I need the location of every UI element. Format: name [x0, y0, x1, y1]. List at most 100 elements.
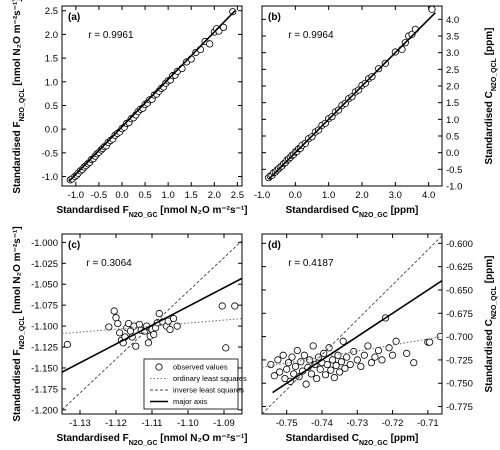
data-point	[332, 361, 340, 370]
data-point	[144, 339, 152, 347]
x-tick-label: 1.0	[162, 190, 175, 201]
x-axis-label-suffix: [ppm]	[388, 205, 419, 216]
legend-label: major axis	[173, 397, 207, 406]
panel-a: -1.0 -0.5 0.0 0.5 1.0 1.5 2.0 2.5 -1.0 -0.5 0.0 0.5…	[12, 0, 248, 219]
y-tick-label: -0.600	[446, 239, 473, 250]
data-point	[155, 309, 163, 318]
x-axis-label: Standardised CN2O_GC [ppm]	[286, 433, 419, 447]
data-point	[428, 6, 436, 13]
x-tick-label: -0.73	[346, 418, 368, 429]
data-point	[300, 351, 308, 359]
x-axis-label: Standardised CN2O_GC [ppm]	[286, 205, 419, 219]
data-point	[283, 365, 291, 373]
x-tick-label: -1.0	[68, 190, 84, 201]
x-axis-label: Standardised FN2O_GC [nmol N₂O m⁻²s⁻¹]	[56, 433, 247, 447]
x-tick-label: -0.74	[311, 418, 333, 429]
legend-marker	[155, 363, 163, 371]
data-point	[173, 322, 181, 330]
x-tick-label: -1.12	[105, 418, 127, 429]
data-point	[436, 332, 442, 341]
data-point	[297, 358, 305, 366]
x-axis-label-subscript: N2O_GC	[359, 212, 388, 219]
panel-letter: (b)	[268, 12, 281, 23]
data-point	[408, 30, 416, 38]
data-point	[330, 374, 338, 382]
data-point	[114, 319, 122, 328]
data-point	[306, 356, 314, 364]
data-point	[321, 371, 330, 379]
data-point	[403, 349, 411, 357]
fit-lines	[68, 10, 236, 182]
data-point	[350, 347, 358, 356]
data-point	[288, 353, 296, 361]
x-tick-label: -1.09	[213, 418, 235, 429]
x-tick-label: 4.0	[422, 190, 435, 201]
panel-letter: (a)	[68, 12, 80, 23]
y-tick-label: 1.0	[446, 115, 459, 126]
y-tick-label: 2.0	[446, 82, 459, 93]
data-point	[392, 337, 400, 345]
fit-lines	[268, 12, 436, 180]
y-tick-label: 2.0	[45, 30, 58, 41]
data-point	[229, 8, 237, 16]
data-point	[279, 351, 287, 359]
y-tick-label: -0.675	[446, 309, 473, 320]
data-point	[302, 380, 310, 388]
panel-letter: (c)	[68, 240, 80, 251]
x-tick-label: 2.0	[208, 190, 221, 201]
data-point	[353, 356, 361, 364]
legend-label: observed values	[173, 363, 228, 372]
y-axis-label: Standardised CN2O_QCL [ppm]	[484, 28, 498, 165]
y-tick-label: -1.000	[31, 238, 58, 249]
x-tick-label: -1.11	[142, 418, 163, 429]
x-tick-label: -0.72	[382, 418, 404, 429]
data-point	[63, 340, 72, 349]
data-point	[116, 329, 124, 337]
y-tick-label: 0.5	[446, 132, 459, 143]
data-point	[374, 346, 383, 355]
data-point	[206, 40, 214, 48]
y-axis-label-subscript: N2O_QCL	[19, 88, 26, 122]
x-axis-label-subscript: N2O_GC	[129, 212, 158, 219]
data-point	[267, 360, 275, 369]
correlation-label: r = 0.9961	[88, 30, 134, 41]
inverse-least-squares-line	[62, 240, 242, 411]
data-point	[274, 356, 282, 364]
y-tick-label: -1.0	[446, 182, 462, 193]
y-tick-label: 0.5	[45, 101, 58, 112]
data-point	[337, 358, 346, 366]
major-axis-line	[272, 279, 442, 394]
data-point	[291, 362, 300, 371]
y-tick-label: 0.0	[446, 148, 459, 159]
data-point	[346, 360, 354, 369]
legend-label: ordinary least squares	[173, 374, 247, 383]
y-axis-label-prefix: Standardised C	[484, 319, 495, 392]
y-axis-label-suffix: [ppm]	[484, 28, 495, 59]
x-tick-label: -0.71	[417, 418, 439, 429]
x-axis-label-prefix: Standardised C	[286, 433, 359, 444]
y-tick-label: 2.5	[446, 65, 459, 76]
data-point	[293, 346, 301, 355]
data-point	[231, 302, 239, 310]
data-point	[316, 365, 324, 373]
data-point	[341, 364, 349, 372]
data-point	[410, 359, 418, 367]
data-point	[339, 337, 347, 345]
y-tick-label: -1.050	[31, 280, 58, 291]
y-tick-label: -0.625	[446, 262, 473, 273]
legend-label: inverse least squares	[173, 386, 244, 395]
x-axis-label-prefix: Standardised F	[56, 205, 128, 216]
y-axis-label-suffix: [nmol N₂O m⁻²s⁻¹]	[12, 226, 23, 316]
x-tick-label: -1.0	[254, 190, 270, 201]
x-tick-label: 3.0	[389, 190, 402, 201]
y-tick-label: -1.025	[31, 259, 58, 270]
major-axis-line	[68, 10, 236, 182]
data-points	[63, 302, 239, 352]
x-tick-label: -1.13	[69, 418, 91, 429]
x-tick-label: -1.10	[177, 418, 199, 429]
correlation-label: r = 0.9964	[288, 30, 334, 41]
x-tick-label: -0.75	[276, 418, 298, 429]
data-point	[112, 314, 120, 322]
y-tick-label: 1.5	[45, 54, 58, 65]
